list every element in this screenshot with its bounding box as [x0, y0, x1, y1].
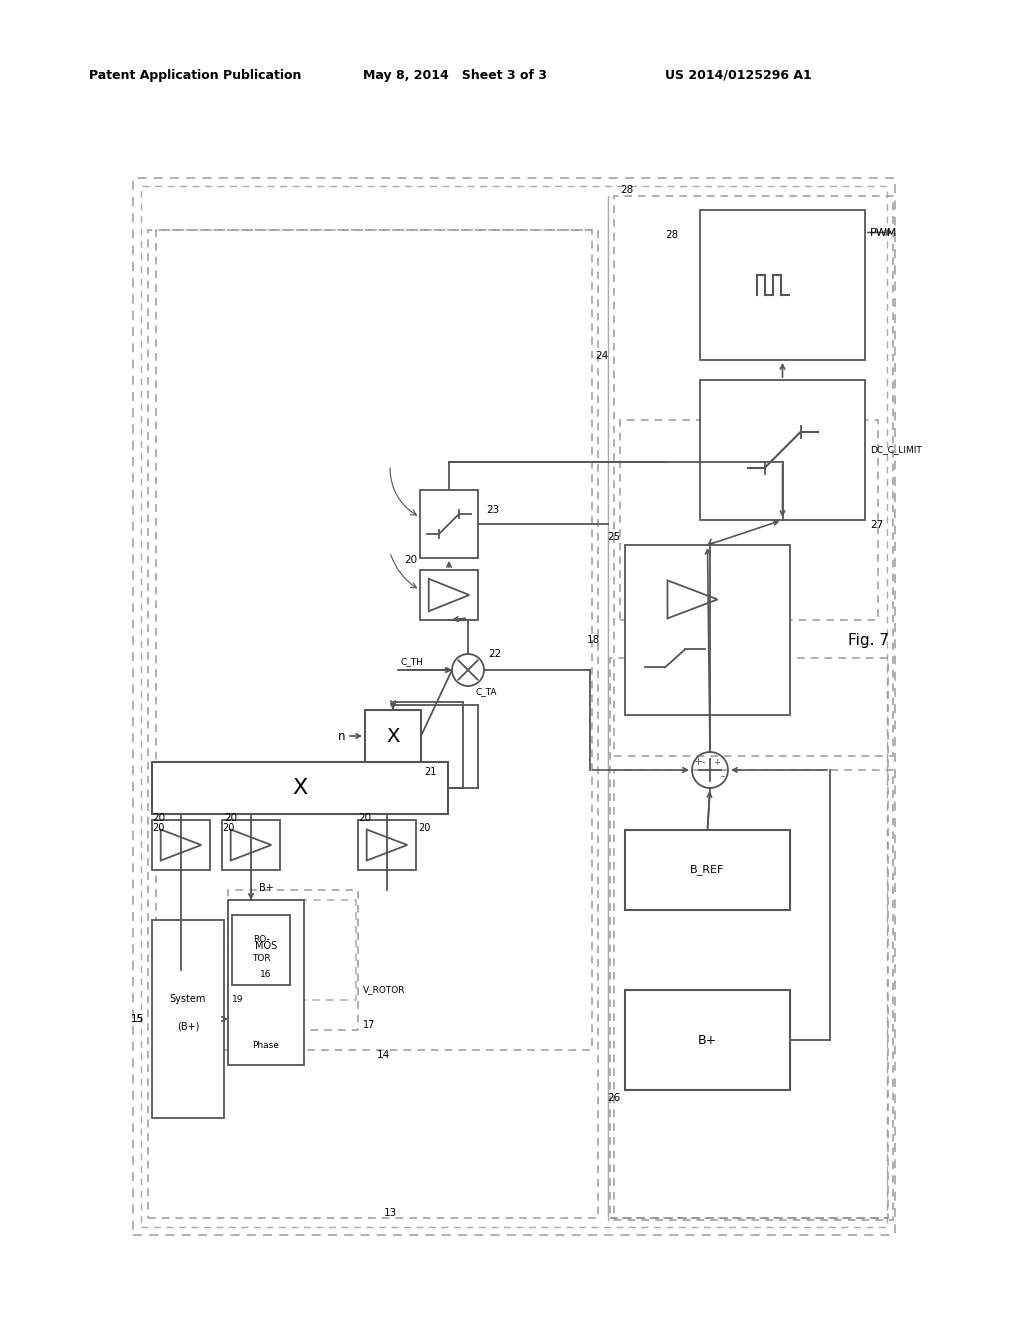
Text: 15: 15: [131, 1014, 144, 1024]
Bar: [420, 570, 478, 620]
Bar: [228, 890, 358, 1030]
Text: 28: 28: [665, 230, 678, 240]
Text: (B+): (B+): [177, 1022, 200, 1032]
Bar: [222, 820, 280, 870]
Bar: [230, 900, 356, 1001]
Bar: [133, 178, 895, 1236]
Bar: [358, 820, 416, 870]
Text: 20: 20: [358, 813, 371, 822]
Text: X: X: [293, 777, 307, 799]
Text: 14: 14: [377, 1049, 390, 1060]
Bar: [700, 210, 865, 360]
Text: 20: 20: [222, 822, 234, 833]
Text: 23: 23: [486, 506, 500, 515]
Text: Phase: Phase: [253, 1040, 280, 1049]
Text: 16: 16: [260, 970, 271, 978]
Text: TOR: TOR: [252, 954, 270, 962]
Text: Fig. 7: Fig. 7: [848, 632, 889, 648]
Text: 19: 19: [232, 995, 244, 1005]
Text: 20: 20: [403, 554, 417, 565]
Text: MOS: MOS: [255, 941, 278, 952]
Text: 27: 27: [870, 520, 884, 531]
Text: C_TH: C_TH: [400, 657, 423, 667]
Bar: [152, 762, 449, 814]
Bar: [365, 710, 421, 762]
Text: 20: 20: [224, 813, 238, 822]
Bar: [625, 990, 790, 1090]
Bar: [232, 915, 290, 985]
Bar: [420, 490, 478, 558]
Text: System: System: [170, 994, 206, 1005]
Text: US 2014/0125296 A1: US 2014/0125296 A1: [665, 69, 811, 82]
Text: X: X: [386, 726, 399, 746]
Bar: [614, 195, 893, 756]
Bar: [152, 920, 224, 1118]
Bar: [152, 820, 210, 870]
Text: 20: 20: [152, 813, 165, 822]
Bar: [620, 420, 878, 620]
Text: 15: 15: [131, 1014, 144, 1024]
Bar: [700, 380, 865, 520]
Text: +: +: [693, 756, 702, 767]
Text: B+: B+: [698, 1034, 717, 1047]
Text: May 8, 2014   Sheet 3 of 3: May 8, 2014 Sheet 3 of 3: [362, 69, 547, 82]
Bar: [625, 830, 790, 909]
Text: 28: 28: [620, 185, 633, 195]
Text: 13: 13: [383, 1208, 396, 1218]
Text: 26: 26: [607, 1093, 620, 1104]
Text: RO-: RO-: [253, 935, 269, 944]
Bar: [156, 230, 592, 1049]
Text: 24: 24: [595, 351, 608, 360]
Bar: [148, 230, 598, 1218]
Text: 17: 17: [362, 1020, 376, 1030]
Text: 20: 20: [152, 822, 165, 833]
Text: n: n: [338, 730, 345, 742]
Text: -: -: [701, 758, 706, 767]
Text: Patent Application Publication: Patent Application Publication: [89, 69, 301, 82]
Text: +: +: [713, 758, 720, 767]
Text: 21: 21: [424, 767, 436, 777]
Text: V_ROTOR: V_ROTOR: [362, 986, 406, 994]
Text: DC_C_LIMIT: DC_C_LIMIT: [870, 446, 922, 454]
Text: -: -: [720, 771, 724, 781]
Text: 18: 18: [587, 635, 600, 645]
Bar: [610, 657, 888, 1218]
Text: PWM: PWM: [870, 227, 897, 238]
Text: C_TA: C_TA: [476, 688, 498, 697]
Bar: [614, 770, 893, 1220]
Text: 20: 20: [418, 822, 430, 833]
Bar: [141, 186, 887, 1228]
Bar: [625, 545, 790, 715]
Text: 22: 22: [488, 649, 502, 659]
Text: 25: 25: [607, 532, 620, 543]
Text: B+: B+: [259, 883, 273, 894]
Bar: [228, 900, 304, 1065]
Text: B_REF: B_REF: [690, 865, 725, 875]
